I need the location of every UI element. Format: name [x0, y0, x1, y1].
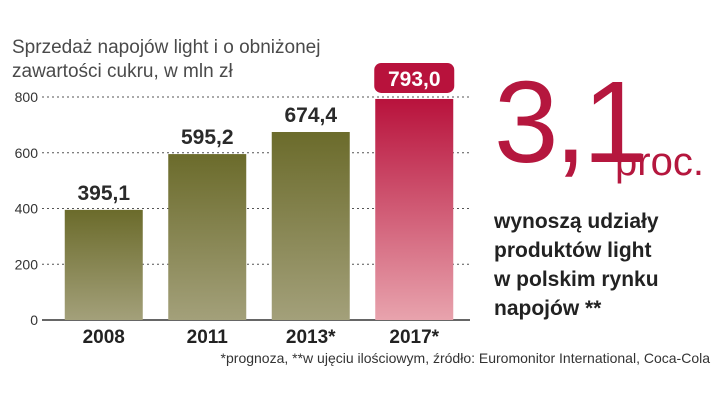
x-tick-label: 2013*: [286, 327, 336, 345]
callout-number: 3,1: [494, 57, 647, 187]
callout-description: wynoszą udziały produktów light w polski…: [494, 207, 714, 323]
data-label: 395,1: [77, 182, 130, 205]
y-tick-label: 800: [15, 89, 39, 105]
bar: [168, 154, 247, 320]
bar: [271, 132, 350, 320]
y-tick-label: 200: [15, 256, 39, 272]
bar: [64, 209, 143, 320]
bar-chart: 0 200 400 600 800 395,1 2008 595,2 2011 674,4 2013…: [15, 62, 470, 345]
chart-title-line-2: zawartości cukru, w mln zł: [12, 61, 233, 82]
bar: [375, 98, 454, 320]
callout-line-4: napojów **: [494, 297, 602, 320]
data-label-badge: [374, 62, 455, 93]
chart-title: Sprzedaż napojów light i o obniżonej zaw…: [12, 36, 372, 84]
data-label: 793,0: [388, 68, 441, 91]
callout-line-1: wynoszą udziały: [494, 210, 659, 233]
data-label: 595,2: [181, 126, 234, 149]
footnote: *prognoza, **w ujęciu ilościowym, źródło…: [220, 350, 710, 366]
callout-line-3: w polskim rynku: [494, 268, 659, 291]
x-tick-label: 2017*: [389, 327, 439, 345]
callout-line-2: produktów light: [494, 239, 652, 262]
callout-unit: proc.: [615, 140, 704, 184]
y-tick-label: 0: [30, 312, 38, 328]
data-label: 674,4: [284, 104, 337, 127]
chart-title-line-1: Sprzedaż napojów light i o obniżonej: [12, 37, 321, 58]
y-tick-label: 400: [15, 201, 39, 217]
y-tick-label: 600: [15, 145, 39, 161]
x-tick-label: 2011: [187, 327, 229, 345]
x-tick-label: 2008: [83, 327, 125, 345]
